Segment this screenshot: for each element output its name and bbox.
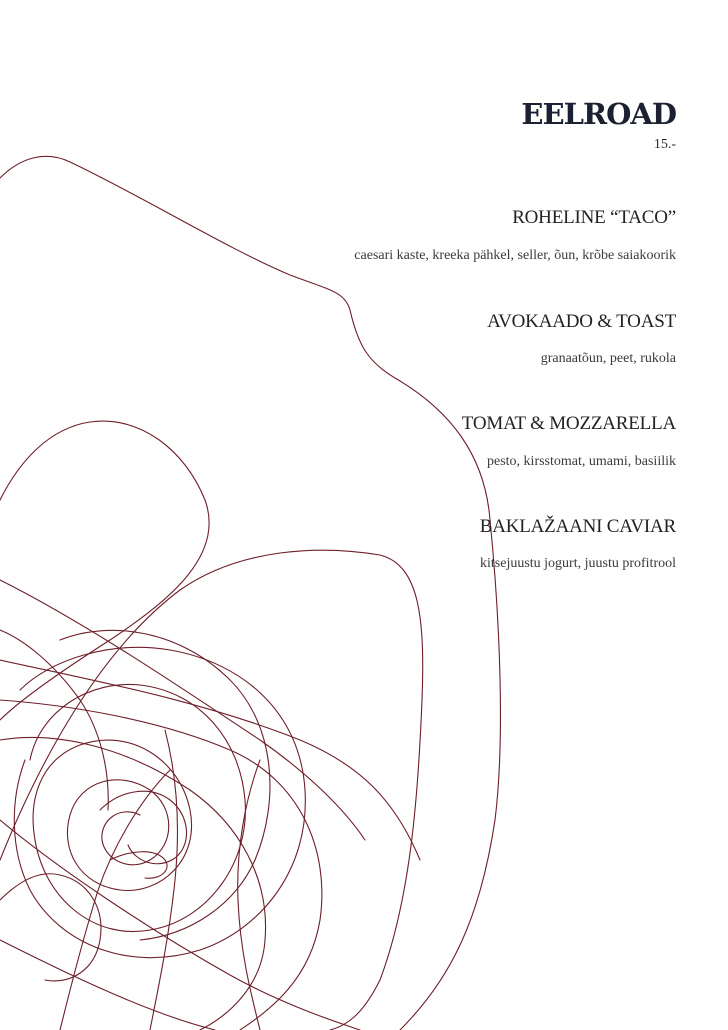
scribble-stroke — [0, 873, 102, 982]
scribble-stroke — [0, 579, 366, 841]
menu-item-description: kitsejuustu jogurt, juustu profitrool — [480, 556, 676, 571]
scribble-stroke — [59, 769, 171, 1030]
menu-item-description: caesari kaste, kreeka pähkel, seller, õu… — [354, 248, 676, 263]
menu-item-name: AVOKAADO & TOAST — [487, 311, 676, 332]
section-price: 15.- — [653, 137, 676, 152]
scribble-stroke — [0, 699, 323, 1030]
scribble-stroke — [149, 729, 179, 1030]
scribble-stroke — [0, 549, 424, 1030]
menu-item-name: ROHELINE “TACO” — [512, 207, 676, 228]
scribble-stroke — [0, 736, 267, 1030]
scribble-stroke — [109, 851, 168, 879]
scribble-stroke — [0, 629, 109, 811]
scribble-stroke — [29, 683, 246, 932]
scribble-stroke — [0, 420, 210, 721]
scribble-stroke — [0, 659, 421, 861]
scribble-stroke — [237, 759, 261, 1030]
scribble-stroke — [0, 939, 216, 1030]
scribble-stroke — [0, 819, 361, 1030]
scribble-stroke — [13, 646, 306, 959]
menu-item-name: BAKLAŽAANI CAVIAR — [479, 516, 676, 537]
menu-item-description: granaatõun, peet, rukola — [540, 351, 676, 366]
scribble-stroke — [0, 155, 501, 1030]
scribble-stroke — [99, 790, 188, 865]
section-title: EELROAD — [521, 97, 677, 131]
scribble-stroke — [59, 629, 271, 941]
menu-item-name: TOMAT & MOZZARELLA — [461, 413, 676, 434]
menu-item-description: pesto, kirsstomat, umami, basiilik — [487, 454, 676, 469]
